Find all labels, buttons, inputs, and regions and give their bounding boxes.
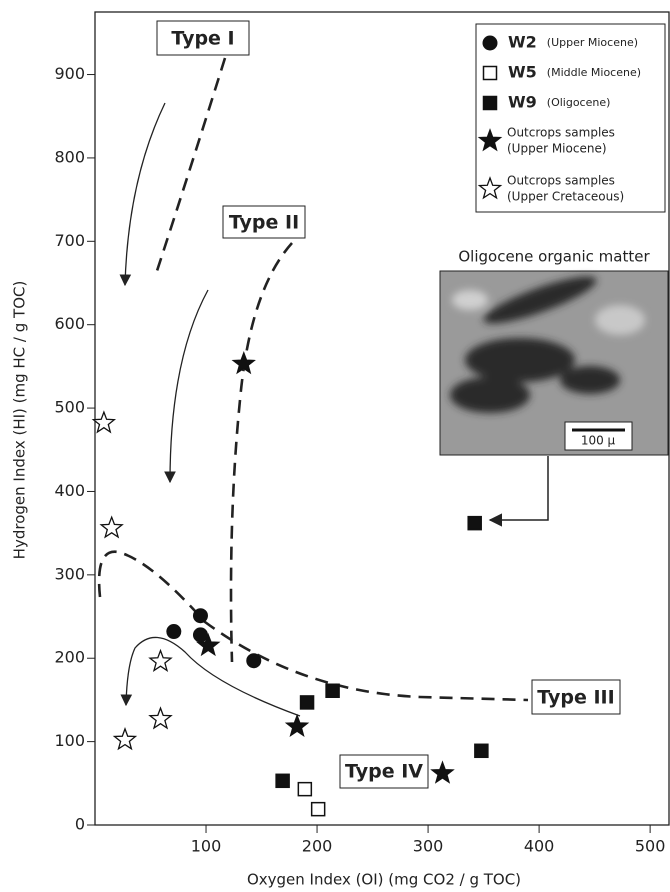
x-tick-label: 100 [191,837,222,856]
legend-label: Outcrops samples [507,174,615,188]
annotation-box [339,754,429,789]
point [310,801,326,817]
annotation: Type IV [345,761,423,783]
legend-marker [482,65,498,81]
legend-label: W2 [508,33,537,52]
legend-label: W9 [508,93,537,112]
point [148,706,173,730]
x-tick-label: 500 [635,837,666,856]
annotation: Type I [171,28,234,50]
legend-description: (Oligocene) [547,96,611,109]
type-i-path [153,57,227,278]
type-iii-path [97,550,529,702]
legend-marker [482,35,498,51]
point [299,695,315,710]
legend-marker [477,176,503,200]
point [467,515,482,531]
point [196,632,221,657]
y-tick-label: 700 [54,231,85,250]
curves [97,57,549,717]
point [192,608,208,624]
x-axis-label: Oxygen Index (OI) (mg CO2 / g TOC) [247,871,521,889]
point [275,773,290,789]
y-tick-label: 800 [54,147,85,166]
point [284,713,310,738]
point [325,683,340,699]
legend-marker [477,128,503,152]
legend-label: (Upper Miocene) [507,142,607,156]
legend [475,23,666,213]
point [430,760,455,784]
legend-label: W5 [508,63,537,82]
point [91,410,117,434]
y-axis-label: Hydrogen Index (HI) (mg HC / g TOC) [11,281,29,560]
legend-description: (Middle Miocene) [547,66,641,79]
y-tick-label: 200 [54,648,85,667]
point [166,624,182,640]
inset-arrow [488,456,549,527]
type-i-arrow [119,102,166,287]
annotation-box [156,20,250,56]
annotation-box [222,205,306,239]
type-ii-arrow [164,289,209,484]
legend-label: (Upper Cretaceous) [507,190,624,204]
y-tick-label: 400 [54,481,85,500]
point [474,743,489,759]
x-tick-label: 400 [524,837,555,856]
x-tick-label: 300 [413,837,444,856]
inset-image [439,270,669,456]
point [231,351,256,375]
point [192,627,208,643]
y-tick-label: 100 [54,731,85,750]
y-tick-label: 600 [54,314,85,333]
inset-title: Oligocene organic matter [458,248,650,266]
y-tick-label: 0 [75,815,85,834]
annotation: Type II [229,212,299,234]
legend-description: (Upper Miocene) [547,36,638,49]
annotation-box [531,679,621,715]
annotation: Type III [537,687,614,709]
point [112,727,138,751]
point [297,781,313,797]
type-ii-path [229,242,293,663]
legend-marker [482,95,498,111]
y-tick-label: 900 [54,64,85,83]
y-tick-label: 300 [54,564,85,583]
point [99,515,124,539]
plot-frame [94,11,670,826]
point [148,648,173,673]
inset-scale: 100 μ [581,434,616,448]
type-iv-arrow [120,636,301,717]
y-tick-label: 500 [54,398,85,417]
x-tick-label: 200 [302,837,333,856]
legend-label: Outcrops samples [507,126,615,140]
point [246,653,262,669]
